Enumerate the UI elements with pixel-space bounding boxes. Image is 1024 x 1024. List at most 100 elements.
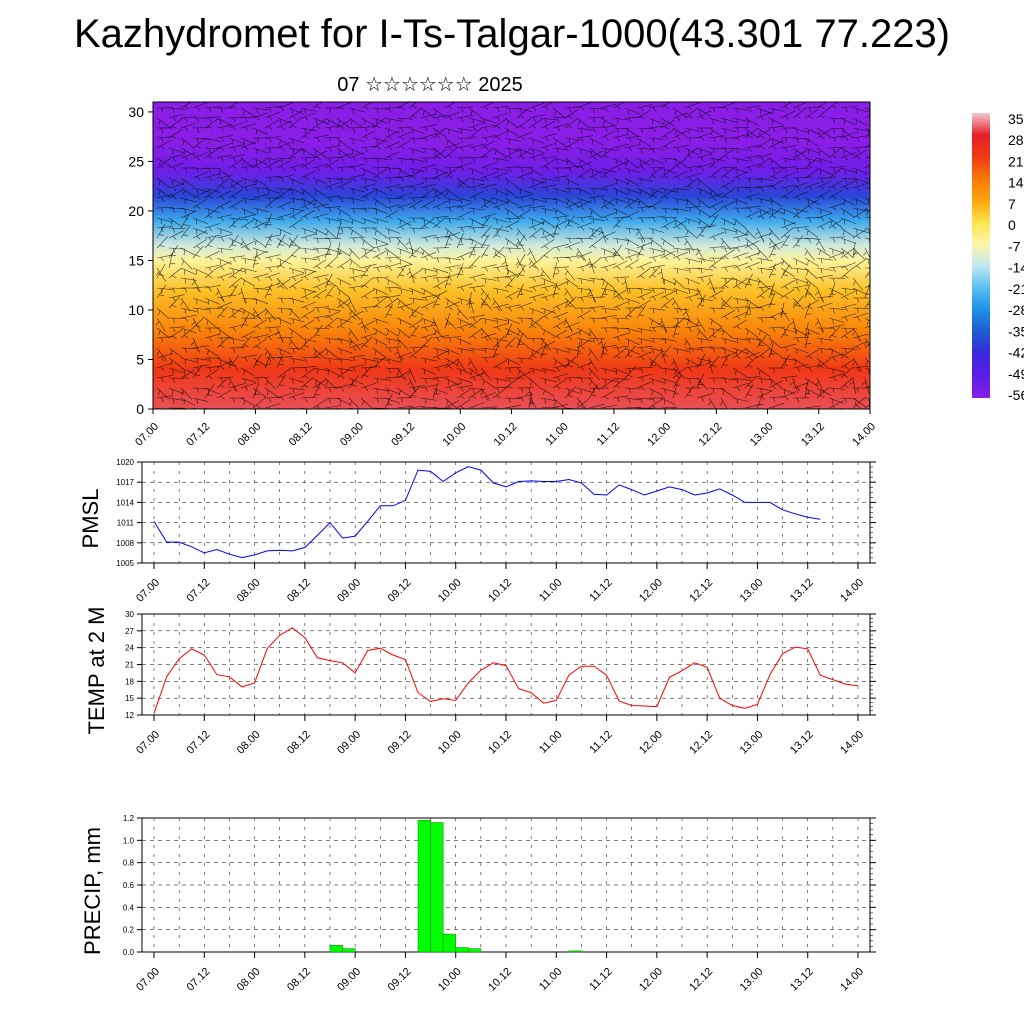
wind-barb-flag — [712, 287, 716, 293]
wind-barb — [792, 317, 797, 334]
wind-barb-flag — [698, 411, 700, 416]
wind-barb-flag — [746, 300, 749, 306]
wind-barb — [720, 166, 738, 169]
wind-barb-flag — [196, 188, 198, 194]
wind-barb-flag — [483, 205, 489, 209]
pmsl-x-tick-label: 13.12 — [788, 577, 816, 605]
wind-barb-flag — [508, 295, 513, 300]
temp-y-tick-label: 18 — [125, 677, 134, 686]
wind-barb — [384, 387, 400, 395]
wind-barb — [588, 226, 601, 239]
wind-barb — [408, 227, 426, 229]
wind-barb-flag — [399, 219, 401, 225]
wind-barb — [648, 125, 665, 129]
wind-barb — [216, 177, 230, 189]
wind-barb-flag — [412, 298, 415, 304]
precip-x-tick-label: 13.12 — [788, 966, 816, 994]
wind-barb — [228, 102, 239, 109]
wind-barb — [540, 406, 558, 409]
wind-barb — [672, 267, 689, 271]
wind-barb — [468, 217, 484, 226]
wind-barb-flag — [820, 135, 825, 140]
wind-barb-flag — [556, 267, 560, 273]
wind-barb-flag — [412, 158, 414, 164]
wind-barb-flag — [244, 126, 249, 131]
wind-barb — [576, 127, 593, 131]
wind-barb — [204, 234, 221, 239]
wind-barb — [348, 354, 365, 359]
wind-barb — [552, 357, 566, 368]
wind-barb-flag — [698, 364, 704, 366]
wind-barb-flag — [613, 290, 616, 296]
wind-barb — [780, 327, 797, 333]
wind-barb-flag — [820, 195, 825, 200]
wind-barb — [648, 265, 665, 269]
wind-barb — [312, 227, 328, 236]
wind-barb — [336, 137, 350, 149]
heatmap-x-tick-label: 09.00 — [338, 421, 366, 449]
wind-barb — [672, 297, 682, 312]
wind-barb — [816, 102, 827, 109]
wind-barb — [648, 167, 662, 179]
wind-barb-flag — [280, 216, 285, 221]
wind-barb-flag — [482, 304, 488, 306]
wind-barb — [672, 287, 689, 294]
wind-barb-flag — [191, 281, 196, 286]
wind-barb — [324, 145, 341, 149]
wind-barb — [156, 395, 173, 399]
wind-barb — [792, 191, 808, 199]
wind-barb-flag — [616, 347, 620, 353]
wind-barb-flag — [340, 125, 345, 130]
wind-barb-flag — [268, 137, 272, 143]
wind-barb-flag — [700, 227, 704, 233]
wind-barb — [300, 147, 315, 157]
wind-barb — [156, 224, 166, 239]
wind-barb-flag — [469, 302, 475, 305]
wind-barb-flag — [843, 149, 845, 155]
wind-barb — [684, 267, 702, 270]
wind-barb-flag — [580, 338, 582, 344]
wind-barb-flag — [771, 119, 773, 125]
wind-barb — [780, 145, 797, 149]
wind-barb-flag — [784, 346, 789, 352]
wind-barb — [168, 397, 185, 401]
wind-barb-flag — [528, 260, 532, 266]
wind-barb — [720, 179, 735, 189]
temp-x-tick-label: 11.12 — [587, 729, 614, 756]
wind-barb — [540, 156, 557, 159]
wind-barb — [756, 127, 771, 137]
wind-barb-flag — [854, 400, 857, 406]
wind-barb-flag — [616, 318, 619, 324]
wind-barb-flag — [348, 331, 352, 336]
wind-barb-flag — [496, 395, 501, 399]
wind-barb-flag — [695, 321, 700, 326]
wind-barb — [300, 368, 315, 379]
wind-barb-flag — [805, 343, 811, 345]
wind-barb — [648, 354, 659, 369]
wind-barb — [468, 143, 485, 149]
wind-barb — [600, 167, 614, 179]
wind-barb — [648, 237, 663, 248]
wind-barb — [156, 353, 173, 359]
wind-barb-flag — [156, 351, 160, 356]
wind-barb-flag — [315, 334, 321, 337]
wind-barb — [456, 197, 473, 202]
wind-barb — [564, 287, 575, 302]
wind-barb-flag — [244, 357, 248, 362]
wind-barb-flag — [227, 381, 232, 386]
wind-barb-flag — [832, 376, 837, 382]
wind-barb — [192, 345, 209, 349]
wind-barb — [420, 124, 437, 129]
wind-barb-flag — [639, 159, 641, 165]
wind-barb — [360, 365, 372, 379]
wind-barb-flag — [316, 105, 321, 109]
wind-barb-flag — [268, 116, 273, 121]
wind-barb — [288, 387, 305, 391]
wind-barb-flag — [352, 176, 356, 182]
wind-barb — [456, 251, 472, 259]
wind-barb — [696, 110, 712, 119]
wind-barb-flag — [651, 274, 657, 278]
wind-barb — [204, 384, 215, 399]
wind-barb-flag — [256, 165, 261, 169]
wind-barb — [384, 176, 402, 179]
